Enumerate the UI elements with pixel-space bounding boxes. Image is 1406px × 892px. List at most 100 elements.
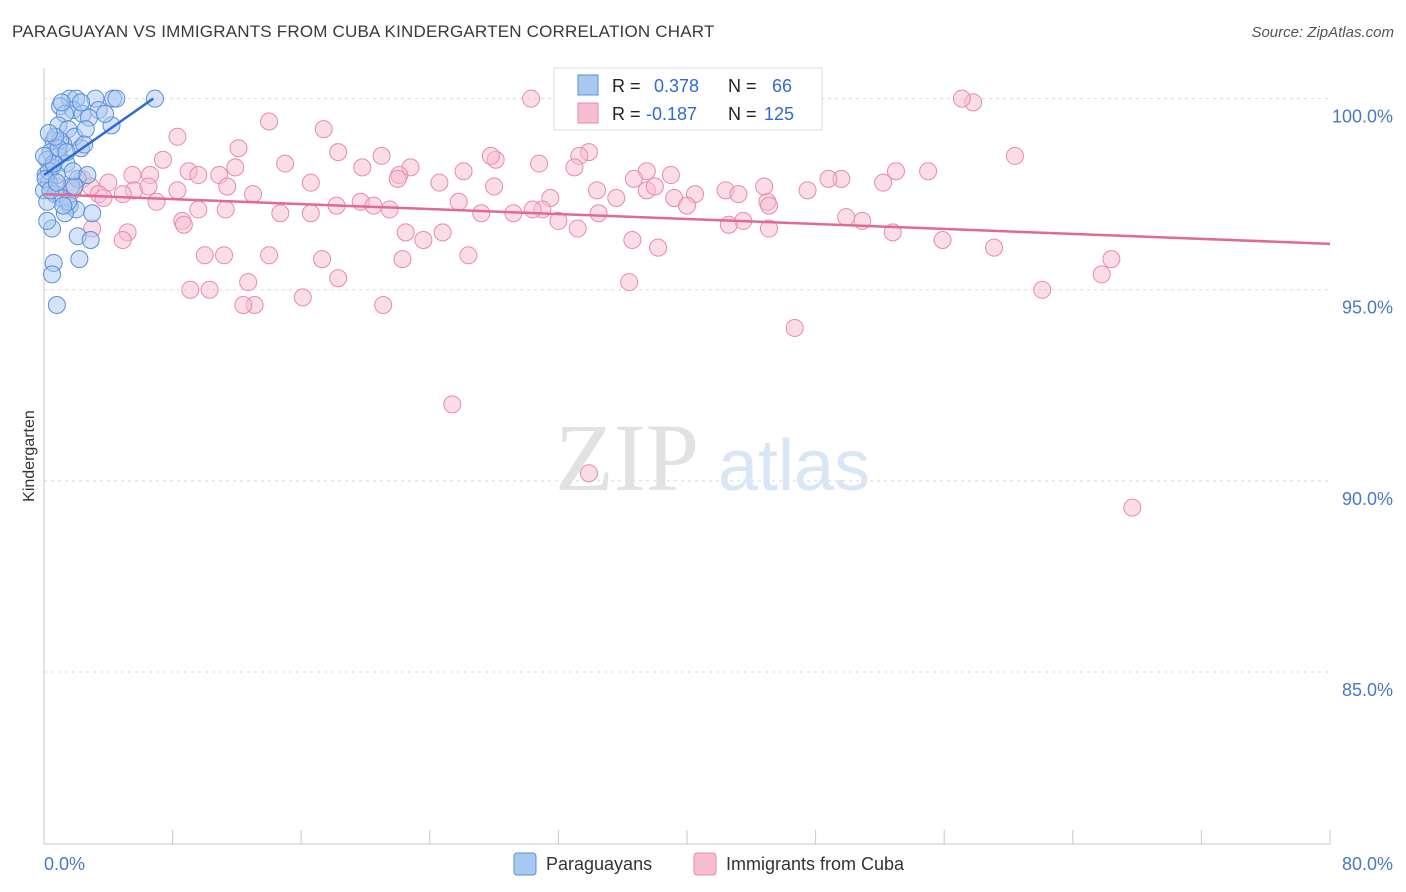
paraguayans-point-61 (83, 204, 102, 223)
cuba-point-89 (414, 231, 433, 250)
cuba-point-38 (874, 173, 893, 192)
cuba-point-85 (174, 215, 193, 234)
paraguayans-point-45 (76, 120, 95, 139)
stats-n-label-paraguayans: N = (728, 76, 757, 96)
trend-line-paraguayans (43, 97, 155, 177)
watermark-atlas: atlas (718, 426, 870, 506)
legend: Paraguayans Immigrants from Cuba (513, 852, 905, 876)
cuba-point-111 (443, 395, 462, 414)
cuba-point-55 (729, 185, 748, 204)
cuba-point-90 (623, 231, 642, 250)
cuba-point-121 (523, 200, 542, 219)
stats-r-label-paraguayans: R = (612, 76, 641, 96)
y-tick-label-1: 95.0% (1342, 298, 1393, 318)
stats-n-value-cuba: 125 (764, 104, 794, 124)
cuba-point-18 (353, 158, 372, 177)
cuba-point-120 (485, 177, 504, 196)
cuba-point-30 (123, 166, 142, 185)
cuba-point-92 (260, 246, 279, 265)
cuba-point-71 (301, 204, 320, 223)
cuba-point-52 (587, 181, 606, 200)
cuba-point-51 (798, 181, 817, 200)
legend-label-cuba: Immigrants from Cuba (726, 854, 905, 874)
stats-r-label-cuba: R = (612, 104, 641, 124)
cuba-point-106 (1033, 280, 1052, 299)
legend-swatch-cuba (693, 852, 717, 876)
cuba-point-96 (459, 246, 478, 265)
cuba-point-8 (229, 139, 248, 158)
cuba-point-109 (374, 296, 393, 315)
paraguayans-point-59 (54, 196, 73, 215)
cuba-point-35 (624, 169, 643, 188)
paraguayans-point-54 (38, 211, 57, 230)
stats-n-label-cuba: N = (728, 104, 757, 124)
x-tick-label-min: 0.0% (44, 854, 85, 874)
stats-r-value-cuba: -0.187 (646, 104, 697, 124)
cuba-point-25 (886, 162, 905, 181)
legend-label-paraguayans: Paraguayans (546, 854, 652, 874)
cuba-point-104 (181, 280, 200, 299)
stats-swatch-cuba (577, 102, 599, 124)
cuba-point-119 (430, 173, 449, 192)
paraguayans-point-38 (81, 231, 100, 250)
cuba-point-114 (94, 188, 113, 207)
cuba-point-91 (649, 238, 668, 257)
cuba-point-17 (530, 154, 549, 173)
cuba-point-24 (919, 162, 938, 181)
watermark: ZIP atlas (555, 404, 870, 511)
cuba-point-15 (329, 143, 348, 162)
cuba-point-123 (837, 208, 856, 227)
trend-lines (43, 97, 1331, 246)
cuba-point-11 (276, 154, 295, 173)
cuba-point-0 (522, 89, 541, 108)
cuba-point-88 (113, 231, 132, 250)
watermark-zip: ZIP (555, 404, 699, 511)
cuba-point-57 (759, 196, 778, 215)
cuba-point-77 (759, 219, 778, 238)
paraguayans-point-58 (35, 146, 53, 165)
cuba-point-101 (329, 269, 348, 288)
cuba-point-44 (139, 177, 158, 196)
x-tick-label-max: 80.0% (1342, 854, 1393, 874)
stats-box-frame (553, 67, 823, 131)
cuba-point-113 (1123, 498, 1142, 517)
paraguayans-point-63 (39, 123, 58, 142)
grid-layer (44, 98, 1330, 673)
cuba-point-98 (1102, 250, 1121, 269)
cuba-point-83 (568, 219, 587, 238)
cuba-point-28 (565, 158, 584, 177)
trend-line-cuba (43, 192, 1331, 246)
y-tick-label-2: 90.0% (1342, 489, 1393, 509)
cuba-point-76 (549, 211, 568, 230)
cuba-point-9 (1005, 146, 1024, 165)
stats-box: R = 0.378 N = 66 R = -0.187 N = 125 (553, 67, 823, 131)
cuba-point-22 (454, 162, 473, 181)
paraguayans-point-57 (78, 166, 97, 185)
paraguayans-point-5 (145, 89, 164, 108)
cuba-point-39 (388, 169, 407, 188)
chart-title: PARAGUAYAN VS IMMIGRANTS FROM CUBA KINDE… (12, 22, 715, 41)
cuba-point-10 (153, 150, 172, 169)
cuba-point-69 (189, 200, 208, 219)
cuba-point-73 (472, 204, 491, 223)
cuba-point-115 (147, 192, 166, 211)
cuba-point-112 (579, 464, 598, 483)
y-axis-label: Kindergarten (21, 410, 38, 502)
paraguayans-point-4 (107, 89, 126, 108)
cuba-point-46 (113, 185, 132, 204)
cuba-point-102 (620, 273, 639, 292)
source-label: Source: ZipAtlas.com (1251, 24, 1394, 41)
cuba-point-95 (313, 250, 332, 269)
stats-n-value-paraguayans: 66 (772, 76, 792, 96)
cuba-point-60 (449, 192, 468, 211)
cuba-point-70 (216, 200, 235, 219)
cuba-point-21 (226, 158, 245, 177)
cuba-point-75 (719, 215, 738, 234)
stats-r-value-paraguayans: 0.378 (654, 76, 699, 96)
cuba-point-72 (380, 200, 399, 219)
cuba-point-65 (589, 204, 608, 223)
cuba-point-107 (293, 288, 312, 307)
paraguayans-point-50 (96, 104, 115, 123)
cuba-point-82 (433, 223, 452, 242)
